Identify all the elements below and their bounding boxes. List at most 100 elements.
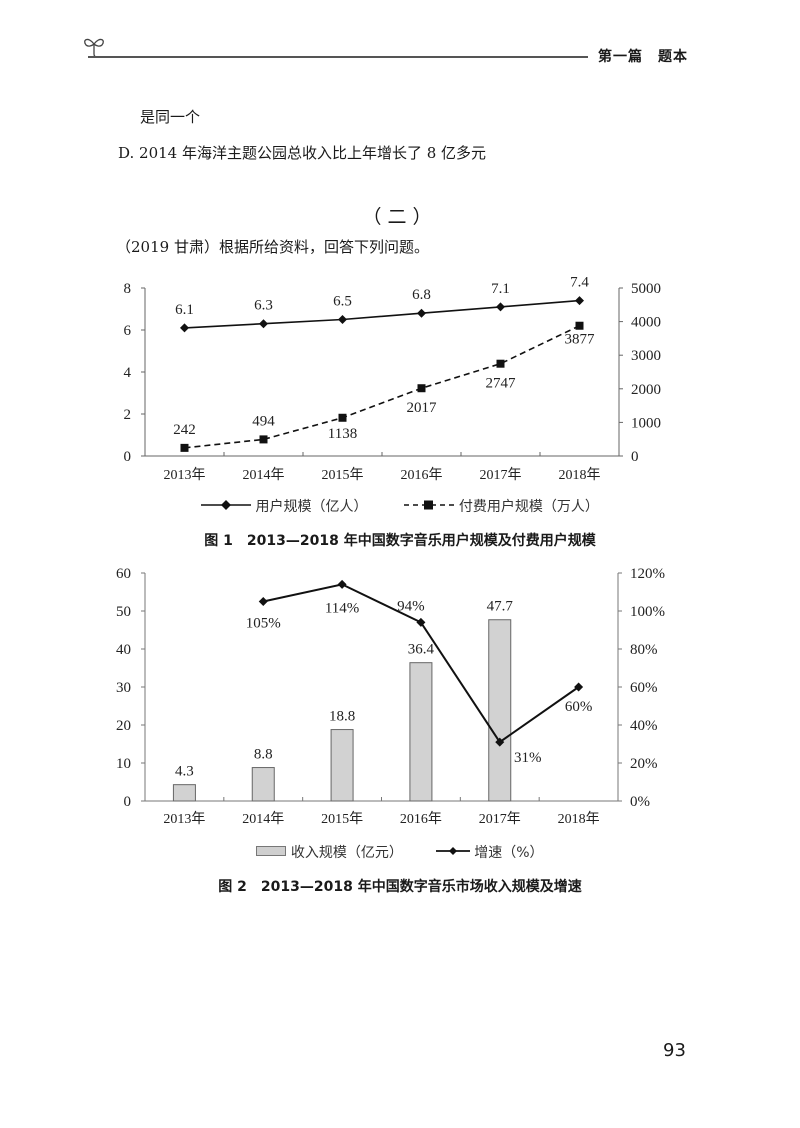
svg-text:100%: 100% bbox=[630, 604, 665, 620]
svg-text:0%: 0% bbox=[630, 794, 650, 810]
svg-text:2013年: 2013年 bbox=[163, 811, 205, 827]
diamond-marker bbox=[338, 315, 347, 324]
diamond-marker bbox=[259, 319, 268, 329]
figure2-caption: 图 2 2013—2018 年中国数字音乐市场收入规模及增速 bbox=[218, 879, 582, 895]
svg-text:494: 494 bbox=[252, 413, 275, 429]
svg-text:3877: 3877 bbox=[565, 332, 596, 348]
figure1-caption: 图 1 2013—2018 年中国数字音乐用户规模及付费用户规模 bbox=[204, 533, 596, 549]
svg-text:120%: 120% bbox=[630, 566, 665, 582]
revenue-bar bbox=[409, 662, 433, 802]
diamond-marker bbox=[258, 597, 268, 606]
legend-label-paid-users: 付费用户规模（万人） bbox=[458, 499, 599, 515]
svg-text:114%: 114% bbox=[325, 600, 359, 616]
svg-text:2000: 2000 bbox=[631, 382, 661, 398]
svg-text:20%: 20% bbox=[630, 756, 658, 772]
svg-text:8.8: 8.8 bbox=[254, 747, 273, 763]
svg-text:18.8: 18.8 bbox=[329, 709, 355, 725]
svg-text:2016年: 2016年 bbox=[400, 811, 442, 827]
option-continuation: 是同一个 bbox=[140, 108, 201, 126]
diamond-marker bbox=[180, 323, 189, 333]
svg-text:31%: 31% bbox=[514, 750, 542, 766]
svg-text:6.3: 6.3 bbox=[254, 298, 273, 314]
legend-label-revenue: 收入规模（亿元） bbox=[290, 845, 403, 861]
square-marker bbox=[180, 443, 189, 452]
svg-text:47.7: 47.7 bbox=[487, 599, 514, 615]
svg-text:1138: 1138 bbox=[328, 426, 357, 442]
svg-text:2: 2 bbox=[124, 407, 132, 423]
question-intro: （2019 甘肃）根据所给资料，回答下列问题。 bbox=[116, 238, 429, 256]
svg-text:60%: 60% bbox=[630, 680, 658, 696]
page-number: 93 bbox=[663, 1040, 686, 1061]
svg-text:40: 40 bbox=[116, 642, 131, 658]
svg-text:40%: 40% bbox=[630, 718, 658, 734]
svg-text:60%: 60% bbox=[565, 699, 593, 715]
svg-text:20: 20 bbox=[116, 718, 131, 734]
svg-text:2013年: 2013年 bbox=[164, 467, 206, 483]
square-marker bbox=[417, 384, 426, 393]
svg-text:8: 8 bbox=[124, 281, 132, 297]
svg-text:2015年: 2015年 bbox=[321, 811, 363, 827]
diamond-marker bbox=[417, 308, 426, 318]
svg-text:2014年: 2014年 bbox=[243, 467, 285, 483]
svg-text:2017: 2017 bbox=[407, 400, 438, 416]
svg-text:80%: 80% bbox=[630, 642, 658, 658]
svg-text:5000: 5000 bbox=[631, 281, 661, 297]
diamond-marker bbox=[495, 737, 505, 747]
section-title: 第一篇 题本 bbox=[598, 49, 688, 65]
diamond-marker bbox=[575, 296, 584, 306]
svg-text:6.5: 6.5 bbox=[333, 294, 352, 310]
square-marker bbox=[259, 435, 268, 444]
header-rule bbox=[88, 56, 588, 58]
svg-text:0: 0 bbox=[124, 449, 132, 465]
svg-text:7.1: 7.1 bbox=[491, 281, 510, 297]
svg-text:2016年: 2016年 bbox=[401, 467, 443, 483]
svg-text:2017年: 2017年 bbox=[480, 467, 522, 483]
legend-label-growth: 增速（%） bbox=[474, 845, 544, 861]
svg-text:2014年: 2014年 bbox=[242, 811, 284, 827]
diamond-marker bbox=[496, 302, 505, 312]
svg-text:60: 60 bbox=[116, 566, 131, 582]
chart2-legend: 收入规模（亿元） 增速（%） bbox=[0, 842, 800, 862]
legend-dashed-line-icon bbox=[404, 499, 455, 515]
revenue-bar bbox=[251, 767, 275, 802]
chart1-legend: 用户规模（亿人） 付费用户规模（万人） bbox=[0, 496, 800, 516]
revenue-bar bbox=[172, 784, 196, 802]
svg-text:2017年: 2017年 bbox=[479, 811, 521, 827]
svg-text:6: 6 bbox=[124, 323, 132, 339]
svg-text:36.4: 36.4 bbox=[408, 642, 435, 658]
legend-solid-line-icon bbox=[201, 499, 252, 515]
svg-text:0: 0 bbox=[631, 449, 639, 465]
svg-text:1000: 1000 bbox=[631, 415, 661, 431]
svg-text:0: 0 bbox=[124, 794, 132, 810]
square-marker bbox=[496, 359, 505, 368]
legend-label-users: 用户规模（亿人） bbox=[255, 499, 368, 515]
diamond-marker bbox=[337, 579, 347, 589]
svg-text:10: 10 bbox=[116, 756, 131, 772]
svg-text:4: 4 bbox=[124, 365, 132, 381]
chart-user-scale: 0 2 4 6 8 0 1000 2000 3000 4000 5000 2013年 2014年 2015… bbox=[124, 275, 662, 483]
option-d: D. 2014 年海洋主题公园总收入比上年增长了 8 亿多元 bbox=[118, 144, 487, 162]
svg-text:6.8: 6.8 bbox=[412, 287, 431, 303]
diamond-marker bbox=[416, 617, 426, 627]
square-marker bbox=[575, 321, 584, 330]
svg-text:7.4: 7.4 bbox=[570, 275, 589, 291]
revenue-bar bbox=[488, 619, 512, 802]
svg-text:2747: 2747 bbox=[486, 376, 517, 392]
revenue-bar bbox=[330, 729, 354, 802]
legend-bar-icon bbox=[256, 845, 287, 861]
svg-text:105%: 105% bbox=[246, 616, 281, 632]
svg-text:2015年: 2015年 bbox=[322, 467, 364, 483]
svg-text:4.3: 4.3 bbox=[175, 764, 194, 780]
svg-text:4000: 4000 bbox=[631, 315, 661, 331]
svg-text:94%: 94% bbox=[397, 598, 425, 614]
section-heading: （二） bbox=[362, 206, 438, 228]
legend-line-icon bbox=[435, 845, 470, 861]
diamond-marker bbox=[574, 682, 584, 692]
svg-text:3000: 3000 bbox=[631, 348, 661, 364]
svg-text:6.1: 6.1 bbox=[175, 302, 194, 318]
svg-text:50: 50 bbox=[116, 604, 131, 620]
svg-text:2018年: 2018年 bbox=[559, 467, 601, 483]
square-marker bbox=[338, 413, 347, 422]
chart-revenue-growth: 0 10 20 30 40 50 60 0% 20% 40% 60% 80% 100% 120% 2013年… bbox=[116, 566, 665, 827]
svg-text:30: 30 bbox=[116, 680, 131, 696]
